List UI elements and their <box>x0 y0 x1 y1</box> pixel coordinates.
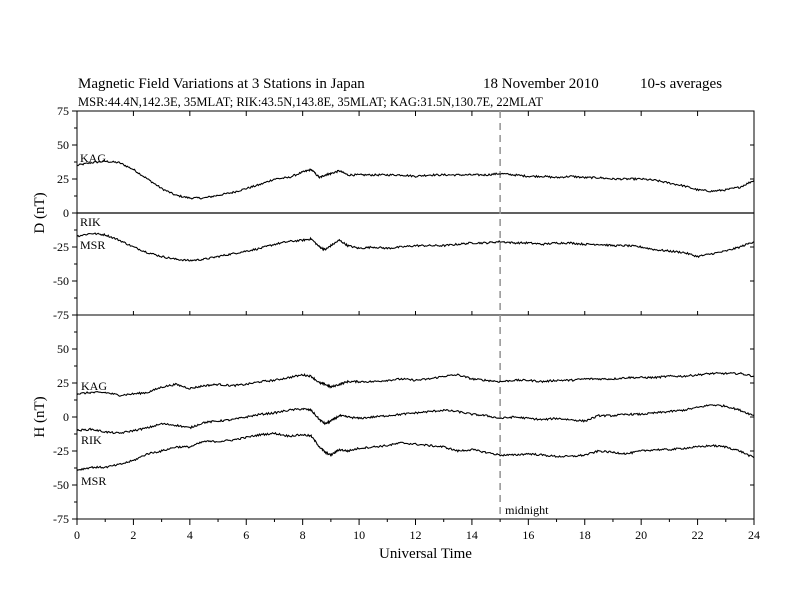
chart-averaging: 10-s averages <box>640 76 722 92</box>
series-line-msr-d <box>76 232 755 262</box>
x-tick-label: 10 <box>353 528 365 542</box>
x-tick-label: 12 <box>410 528 422 542</box>
x-tick-label: 0 <box>74 528 80 542</box>
series-label-kag-d: KAG <box>80 151 106 165</box>
panel-frame-h <box>76 314 755 520</box>
y-tick-label-d: 0 <box>63 206 69 220</box>
series-line-msr-h <box>76 431 755 472</box>
series-line-kag-h <box>76 371 755 397</box>
stations-subtitle: MSR:44.4N,142.3E, 35MLAT; RIK:43.5N,143.… <box>78 95 543 109</box>
y-tick-label-h: 50 <box>57 342 69 356</box>
x-tick-label: 18 <box>579 528 591 542</box>
series-label-kag-h: KAG <box>81 379 107 393</box>
y-tick-label-h: -75 <box>53 512 69 526</box>
series-line-kag-d <box>76 160 755 200</box>
x-tick-label: 4 <box>187 528 193 542</box>
series-line-rik-h <box>76 403 755 435</box>
series-label-msr-d: MSR <box>80 238 105 252</box>
x-tick-label: 16 <box>522 528 534 542</box>
x-tick-label: 22 <box>692 528 704 542</box>
x-tick-label: 24 <box>748 528 760 542</box>
series-label-rik-h: RIK <box>81 433 102 447</box>
x-tick-label: 8 <box>300 528 306 542</box>
x-tick-label: 2 <box>130 528 136 542</box>
y-tick-label-h: -25 <box>53 444 69 458</box>
y-tick-label-d: -50 <box>53 274 69 288</box>
y-axis-label-d: D (nT) <box>32 192 48 233</box>
chart-date: 18 November 2010 <box>483 76 599 92</box>
series-label-msr-h: MSR <box>81 474 106 488</box>
y-tick-label-d: 25 <box>57 172 69 186</box>
x-tick-label: 20 <box>635 528 647 542</box>
d-component-panel: 75 50 25 0 -25 -50 -75 D (nT) KAG RIK MSR <box>32 104 755 322</box>
y-tick-label-h: 25 <box>57 376 69 390</box>
y-tick-label-h: -50 <box>53 478 69 492</box>
series-label-rik-d: RIK <box>80 215 101 229</box>
x-tick-label: 6 <box>243 528 249 542</box>
x-tick-label: 14 <box>466 528 478 542</box>
y-tick-label-d: 75 <box>57 104 69 118</box>
y-tick-label-d: -75 <box>53 308 69 322</box>
h-component-panel: 50 25 0 -25 -50 -75 H (nT) KAG RIK MSR midnight <box>32 314 755 526</box>
midnight-annotation: midnight <box>505 503 549 517</box>
x-axis-label: Universal Time <box>379 546 472 562</box>
y-axis-label-h: H (nT) <box>32 396 48 437</box>
y-tick-label-h: 0 <box>63 410 69 424</box>
y-tick-label-d: -25 <box>53 240 69 254</box>
chart-title: Magnetic Field Variations at 3 Stations … <box>78 76 365 92</box>
y-tick-label-d: 50 <box>57 138 69 152</box>
